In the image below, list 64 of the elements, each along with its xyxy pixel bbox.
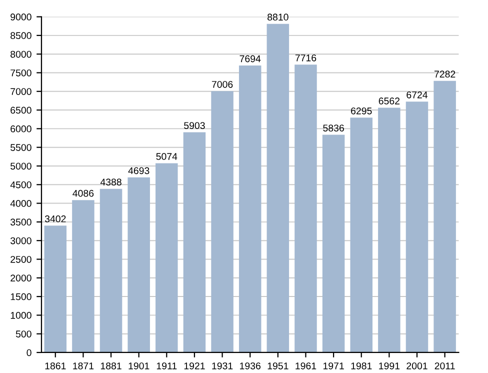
y-tick-label: 5000 bbox=[10, 162, 32, 170]
y-tick-label: 3500 bbox=[10, 218, 32, 226]
bar bbox=[434, 80, 456, 352]
x-tick-label: 1921 bbox=[184, 362, 205, 370]
data-label: 8810 bbox=[268, 14, 288, 21]
y-tick-label: 2500 bbox=[10, 256, 32, 263]
y-tick-label: 7500 bbox=[10, 69, 32, 76]
x-tick-label: 1901 bbox=[128, 362, 150, 370]
data-label: 7716 bbox=[295, 54, 316, 62]
bar bbox=[238, 66, 262, 352]
bar bbox=[100, 188, 122, 352]
x-tick-label: 1931 bbox=[212, 362, 233, 370]
y-tick-label: 6500 bbox=[10, 106, 32, 114]
data-label: 5903 bbox=[184, 122, 205, 129]
data-label: 3402 bbox=[44, 215, 66, 222]
x-tick-label: 1981 bbox=[351, 362, 372, 370]
data-label: 4086 bbox=[72, 190, 94, 197]
bar bbox=[44, 226, 67, 352]
y-tick-label: 1500 bbox=[10, 293, 32, 300]
y-tick-label: 4000 bbox=[10, 200, 32, 207]
x-tick-label: 1871 bbox=[73, 362, 94, 370]
y-tick-label: 500 bbox=[16, 330, 32, 338]
y-tick-label: 9000 bbox=[10, 14, 32, 20]
bar bbox=[294, 64, 317, 352]
bar bbox=[322, 134, 345, 352]
bar bbox=[350, 118, 372, 352]
x-tick-label: 2001 bbox=[406, 362, 428, 370]
y-tick-label: 4500 bbox=[10, 181, 32, 188]
bar bbox=[266, 24, 290, 352]
x-tick-label: 1936 bbox=[240, 362, 260, 370]
y-tick-label: 7000 bbox=[10, 88, 32, 96]
x-tick-label: 1951 bbox=[268, 362, 288, 370]
data-label: 5074 bbox=[156, 153, 178, 160]
bar bbox=[378, 108, 400, 352]
data-label: 6295 bbox=[351, 107, 372, 114]
data-label: 7282 bbox=[434, 70, 456, 78]
y-tick-label: 8000 bbox=[10, 50, 32, 58]
x-tick-label: 1971 bbox=[323, 362, 344, 370]
y-tick-label: 8500 bbox=[10, 32, 32, 40]
bar bbox=[128, 177, 150, 352]
data-label: 5836 bbox=[323, 124, 344, 132]
data-label: 4388 bbox=[100, 178, 122, 186]
y-tick-label: 3000 bbox=[10, 237, 32, 244]
data-label: 6562 bbox=[378, 98, 400, 104]
bar bbox=[156, 163, 178, 352]
data-label: 6724 bbox=[406, 91, 428, 98]
bar bbox=[406, 102, 428, 352]
x-tick-label: 1961 bbox=[296, 362, 316, 370]
bar bbox=[183, 132, 206, 352]
x-tick-label: 1911 bbox=[156, 362, 177, 370]
data-label: 4693 bbox=[128, 167, 150, 174]
y-tick-label: 6000 bbox=[10, 125, 32, 132]
y-tick-label: 5500 bbox=[10, 144, 32, 151]
bar bbox=[211, 91, 234, 352]
x-tick-label: 1861 bbox=[45, 362, 66, 370]
x-tick-label: 2011 bbox=[434, 362, 455, 370]
bar bbox=[72, 200, 94, 352]
data-label: 7006 bbox=[212, 80, 233, 88]
x-tick-label: 1881 bbox=[100, 362, 122, 370]
x-tick-label: 1991 bbox=[379, 362, 400, 370]
y-tick-label: 1000 bbox=[10, 312, 32, 319]
y-tick-label: 0 bbox=[26, 349, 32, 356]
y-tick-label: 2000 bbox=[10, 274, 32, 282]
data-label: 7694 bbox=[240, 55, 261, 62]
